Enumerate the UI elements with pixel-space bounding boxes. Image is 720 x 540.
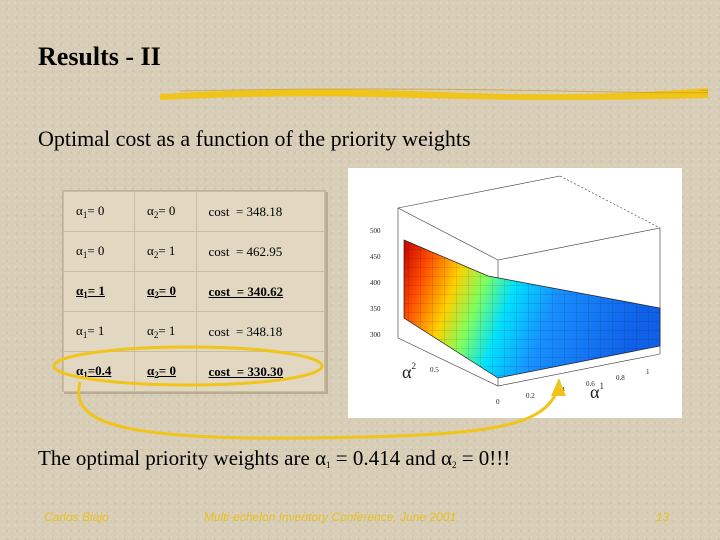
alpha1-cell: α1=0.4 [62, 351, 136, 392]
cost-cell: cost = 348.18 [195, 191, 326, 232]
conclusion-text: The optimal priority weights are α1 = 0.… [38, 446, 511, 470]
z-axis-ticks: 300 350 400 450 500 [370, 227, 381, 339]
cost-cell: cost = 348.18 [195, 311, 326, 352]
alpha1-axis-label: α1 [590, 381, 604, 402]
footer-author: Carlos Biajo [44, 510, 109, 524]
alpha2-cell: α2= 1 [134, 311, 197, 352]
slide-subtitle: Optimal cost as a function of the priori… [38, 126, 471, 151]
footer-conference: Multi-echelon Inventory Conference, June… [204, 510, 457, 524]
slide-title: Results - II [38, 42, 161, 71]
weights-table: α1= 0 α2= 0 cost = 348.18 α1= 0 α2= 1 cost = … [62, 191, 326, 392]
alpha1-tick-label: 0 [496, 398, 500, 406]
alpha1-cell: α1= 1 [62, 271, 136, 312]
table-row: α1= 0 α2= 0 cost = 348.18 [62, 191, 326, 232]
z-tick-label: 350 [370, 305, 381, 313]
alpha1-cell: α1= 1 [62, 311, 136, 352]
z-tick-label: 300 [370, 331, 381, 339]
footer-page-number: 13 [656, 510, 670, 524]
alpha2-cell: α2= 0 [134, 351, 197, 392]
alpha2-cell: α2= 0 [134, 191, 197, 232]
weights-table-container: α1= 0 α2= 0 cost = 348.18 α1= 0 α2= 1 cost = … [62, 190, 326, 392]
table-row: α1= 1 α2= 0 cost = 340.62 [62, 271, 326, 312]
z-tick-label: 400 [370, 279, 381, 287]
cost-surface [403, 239, 661, 379]
alpha1-tick-label: 1 [646, 368, 650, 376]
table-row: α1=0.4 α2= 0 cost = 330.30 [62, 351, 326, 392]
table-row: α1= 1 α2= 1 cost = 348.18 [62, 311, 326, 352]
title-underline-brush [160, 88, 708, 100]
cost-cell: cost = 340.62 [195, 271, 326, 312]
alpha1-tick-label: 0.2 [526, 392, 535, 400]
cost-cell: cost = 330.30 [195, 351, 326, 392]
alpha2-cell: α2= 0 [134, 271, 197, 312]
alpha1-cell: α1= 0 [62, 191, 136, 232]
z-tick-label: 500 [370, 227, 381, 235]
alpha1-tick-label: 0.4 [556, 386, 565, 394]
table-row: α1= 0 α2= 1 cost = 462.95 [62, 231, 326, 272]
alpha1-tick-label: 0.8 [616, 374, 625, 382]
alpha2-axis-label: α2 [402, 361, 416, 382]
alpha1-tick-label: 0.6 [586, 380, 595, 388]
cost-cell: cost = 462.95 [195, 231, 326, 272]
alpha2-tick-label: 0.5 [430, 366, 439, 374]
alpha1-cell: α1= 0 [62, 231, 136, 272]
alpha2-cell: α2= 1 [134, 231, 197, 272]
z-tick-label: 450 [370, 253, 381, 261]
